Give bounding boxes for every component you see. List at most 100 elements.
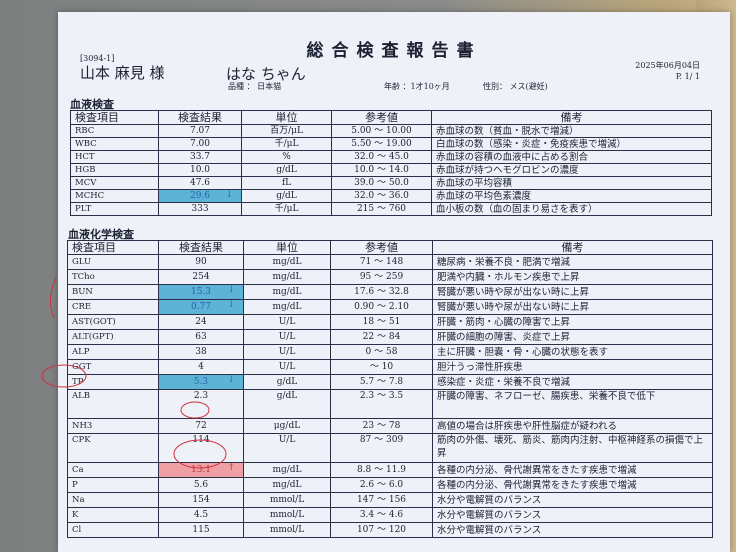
pen-bracket-tcho-bun xyxy=(50,277,57,319)
test-item: Ca xyxy=(67,462,159,478)
page-number: P. 1/ 1 xyxy=(675,72,700,81)
report-title: 総合検査報告書 xyxy=(306,41,482,61)
test-note: 水分や電解質のバランス xyxy=(432,492,713,508)
test-note: 赤血球の平均容積 xyxy=(431,176,712,190)
test-unit: 千/μL xyxy=(241,137,332,151)
test-note: 胆汁うっ滞性肝疾患 xyxy=(432,359,713,375)
test-item: HGB xyxy=(70,163,159,177)
reference-range: 8.8 ～ 11.9 xyxy=(330,462,433,478)
result-value: 7.00 xyxy=(189,138,211,149)
record-code: [3094-1] xyxy=(80,54,115,63)
test-item: NH3 xyxy=(67,418,159,434)
test-item: TP xyxy=(67,374,159,390)
reference-range: ～ 10 xyxy=(330,359,433,375)
test-unit: g/dL xyxy=(241,163,332,177)
reference-range: 87 ～ 309 xyxy=(330,433,433,463)
test-note: 肝臓の細胞の障害、炎症で上昇 xyxy=(432,329,713,345)
test-item: BUN xyxy=(67,284,159,300)
test-note: 筋肉の外傷、壊死、筋炎、筋肉内注射、中枢神経系の損傷で上昇 xyxy=(432,433,713,463)
test-result: 154 xyxy=(158,492,244,508)
table-row-cre: CRE 0.77 ↓ mg/dL 0.90 ～ 2.10 腎臓が悪い時や尿が出ない時に上昇 xyxy=(67,299,713,315)
table-row-bun: BUN 15.3 ↓ mg/dL 17.6 ～ 32.8 腎臓が悪い時や尿が出ない時に上昇 xyxy=(67,284,713,300)
col-range: 参考値 xyxy=(330,240,433,255)
breed: 品種 ： 日本猫 xyxy=(228,82,282,91)
test-result: 115 xyxy=(158,522,244,538)
test-note: 腎臓が悪い時や尿が出ない時に上昇 xyxy=(432,299,713,315)
table-row-rbc: RBC 7.07 百万/μL 5.00 ～ 10.00 赤血球の数（貧血・脱水で増減） xyxy=(70,124,712,138)
blood-section-title: 血液検査 xyxy=(70,98,114,111)
result-value: 13.1 xyxy=(190,464,212,475)
result-value: 2.3 xyxy=(193,391,209,401)
test-result: 10.0 xyxy=(158,163,242,177)
test-note: 白血球の数（感染・炎症・免疫疾患で増減） xyxy=(431,137,712,151)
test-note: 主に肝臓・胆嚢・骨・心臓の状態を表す xyxy=(432,344,713,360)
test-note: 感染症・炎症・栄養不良で増減 xyxy=(432,374,713,390)
col-result: 検査結果 xyxy=(158,110,242,125)
reference-range: 107 ～ 120 xyxy=(330,522,433,538)
result-value: 4 xyxy=(198,361,204,372)
test-unit: mg/dL xyxy=(243,462,331,478)
reference-range: 18 ～ 51 xyxy=(330,314,433,330)
test-item: ALP xyxy=(67,344,159,360)
test-item: GLU xyxy=(67,254,159,270)
reference-range: 95 ～ 259 xyxy=(330,269,433,285)
result-value: 10.0 xyxy=(189,164,211,175)
result-value: 0.77 xyxy=(190,301,212,312)
test-result: 4 xyxy=(158,359,244,375)
test-item: HCT xyxy=(70,150,159,164)
reference-range: 147 ～ 156 xyxy=(330,492,433,508)
result-value: 47.6 xyxy=(189,177,211,188)
test-unit: μg/dL xyxy=(243,418,331,434)
test-unit: mmol/L xyxy=(243,492,331,508)
test-result: 7.07 xyxy=(158,124,242,138)
test-note: 肝臓の障害、ネフローゼ、腸疾患、栄養不良で低下 xyxy=(432,389,713,419)
table-row-altgpt: ALT(GPT) 63 U/L 22 ～ 84 肝臓の細胞の障害、炎症で上昇 xyxy=(67,329,713,345)
test-note: 糖尿病・栄養不良・肥満で増減 xyxy=(432,254,713,270)
test-note: 水分や電解質のバランス xyxy=(432,507,713,523)
reference-range: 22 ～ 84 xyxy=(330,329,433,345)
test-result: 254 xyxy=(158,269,244,285)
test-unit: mg/dL xyxy=(243,477,331,493)
reference-range: 215 ～ 760 xyxy=(331,202,432,216)
test-item: PLT xyxy=(70,202,159,216)
result-value: 33.7 xyxy=(189,151,211,162)
test-note: 各種の内分泌、骨代謝異常をきたす疾患で増減 xyxy=(432,462,713,478)
test-note: 赤血球の容積の血液中に占める割合 xyxy=(431,150,712,164)
test-unit: 百万/μL xyxy=(241,124,332,138)
table-row-plt: PLT 333 千/μL 215 ～ 760 血小板の数（血の固まり易さを表す） xyxy=(70,202,712,216)
test-result: 38 xyxy=(158,344,244,360)
result-value: 5.3 xyxy=(193,376,209,387)
test-unit: U/L xyxy=(243,433,331,463)
test-result: 4.5 xyxy=(158,507,244,523)
reference-range: 32.0 ～ 36.0 xyxy=(331,189,432,203)
test-result: 2.3 xyxy=(158,389,244,419)
result-value: 5.6 xyxy=(193,479,209,490)
table-row-hct: HCT 33.7% 32.0 ～ 45.0 赤血球の容積の血液中に占める割合 xyxy=(70,150,712,164)
arrow-down-icon: ↓ xyxy=(227,375,235,386)
test-item: Na xyxy=(67,492,159,508)
test-result: 5.6 xyxy=(158,477,244,493)
test-item: MCV xyxy=(70,176,159,190)
test-unit: fL xyxy=(241,176,332,190)
age: 年齢 ：1才10ヶ月 xyxy=(384,82,450,91)
test-note: 各種の内分泌、骨代謝異常をきたす疾患で増減 xyxy=(432,477,713,493)
table-row-hgb: HGB 10.0 g/dL 10.0 ～ 14.0 赤血球が持つヘモグロビンの濃度 xyxy=(70,163,712,177)
test-item: CRE xyxy=(67,299,159,315)
test-item: GGT xyxy=(67,359,159,375)
test-unit: mg/dL xyxy=(243,299,331,315)
test-result: 0.77 ↓ xyxy=(158,299,244,315)
test-item: WBC xyxy=(70,137,159,151)
chemistry-test-table: 検査項目 検査結果 単位 参考値 備考 GLU 90 mg/dL 71 ～ 148 糖尿… xyxy=(67,240,713,538)
table-row-ca: Ca 13.1 ↑ mg/dL 8.8 ～ 11.9 各種の内分泌、骨代謝異常をきたす疾患… xyxy=(67,462,713,478)
col-note: 備考 xyxy=(432,240,713,255)
test-unit: U/L xyxy=(243,329,331,345)
test-result: 72 xyxy=(158,418,244,434)
test-note: 赤血球が持つヘモグロビンの濃度 xyxy=(431,163,712,177)
reference-range: 5.7 ～ 7.8 xyxy=(330,374,433,390)
test-result: 24 xyxy=(158,314,244,330)
test-unit: g/dL xyxy=(243,389,331,419)
test-note: 血小板の数（血の固まり易さを表す） xyxy=(431,202,712,216)
test-item: Cl xyxy=(67,522,159,538)
reference-range: 0 ～ 58 xyxy=(330,344,433,360)
test-item: AST(GOT) xyxy=(67,314,159,330)
